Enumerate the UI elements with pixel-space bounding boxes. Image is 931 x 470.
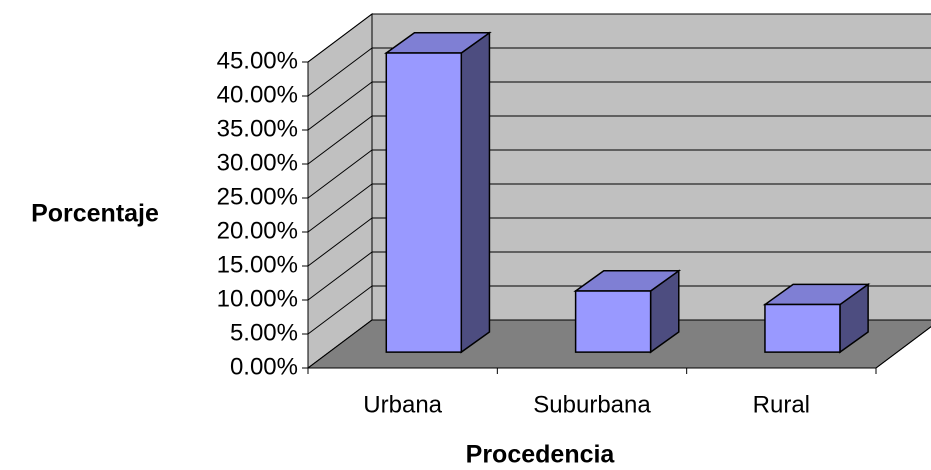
grid-line	[307, 183, 373, 233]
y-axis-label: Porcentaje	[31, 200, 159, 228]
grid-line	[307, 115, 373, 165]
grid-line	[307, 217, 373, 267]
grid-line	[307, 13, 373, 63]
grid-line	[307, 149, 373, 199]
bar	[573, 269, 682, 354]
bar-side	[460, 31, 491, 354]
grid-line	[307, 319, 373, 369]
bar-front	[385, 52, 463, 353]
y-tick-label: 40.00%	[217, 81, 298, 108]
grid-line	[307, 285, 373, 335]
y-tick-label: 0.00%	[230, 353, 298, 380]
y-tick-label: 10.00%	[217, 285, 298, 312]
bar	[762, 282, 871, 354]
floor-edge	[875, 326, 931, 369]
y-tick-label: 30.00%	[217, 149, 298, 176]
y-tick-label: 45.00%	[217, 47, 298, 74]
x-tick-label: Rural	[753, 391, 810, 418]
grid-line	[307, 251, 373, 301]
grid-line	[307, 47, 373, 97]
y-tick-label: 35.00%	[217, 115, 298, 142]
grid-line	[307, 81, 373, 131]
y-tick-label: 15.00%	[217, 251, 298, 278]
bar-front	[764, 303, 841, 353]
y-tick-label: 5.00%	[230, 319, 298, 346]
y-tick-label: 20.00%	[217, 217, 298, 244]
x-tick-label: Suburbana	[533, 391, 651, 418]
bar	[383, 31, 492, 354]
y-tick-label: 25.00%	[217, 183, 298, 210]
x-tick-label: Urbana	[363, 391, 442, 418]
x-axis-label: Procedencia	[466, 441, 616, 469]
bar-front	[574, 290, 652, 353]
